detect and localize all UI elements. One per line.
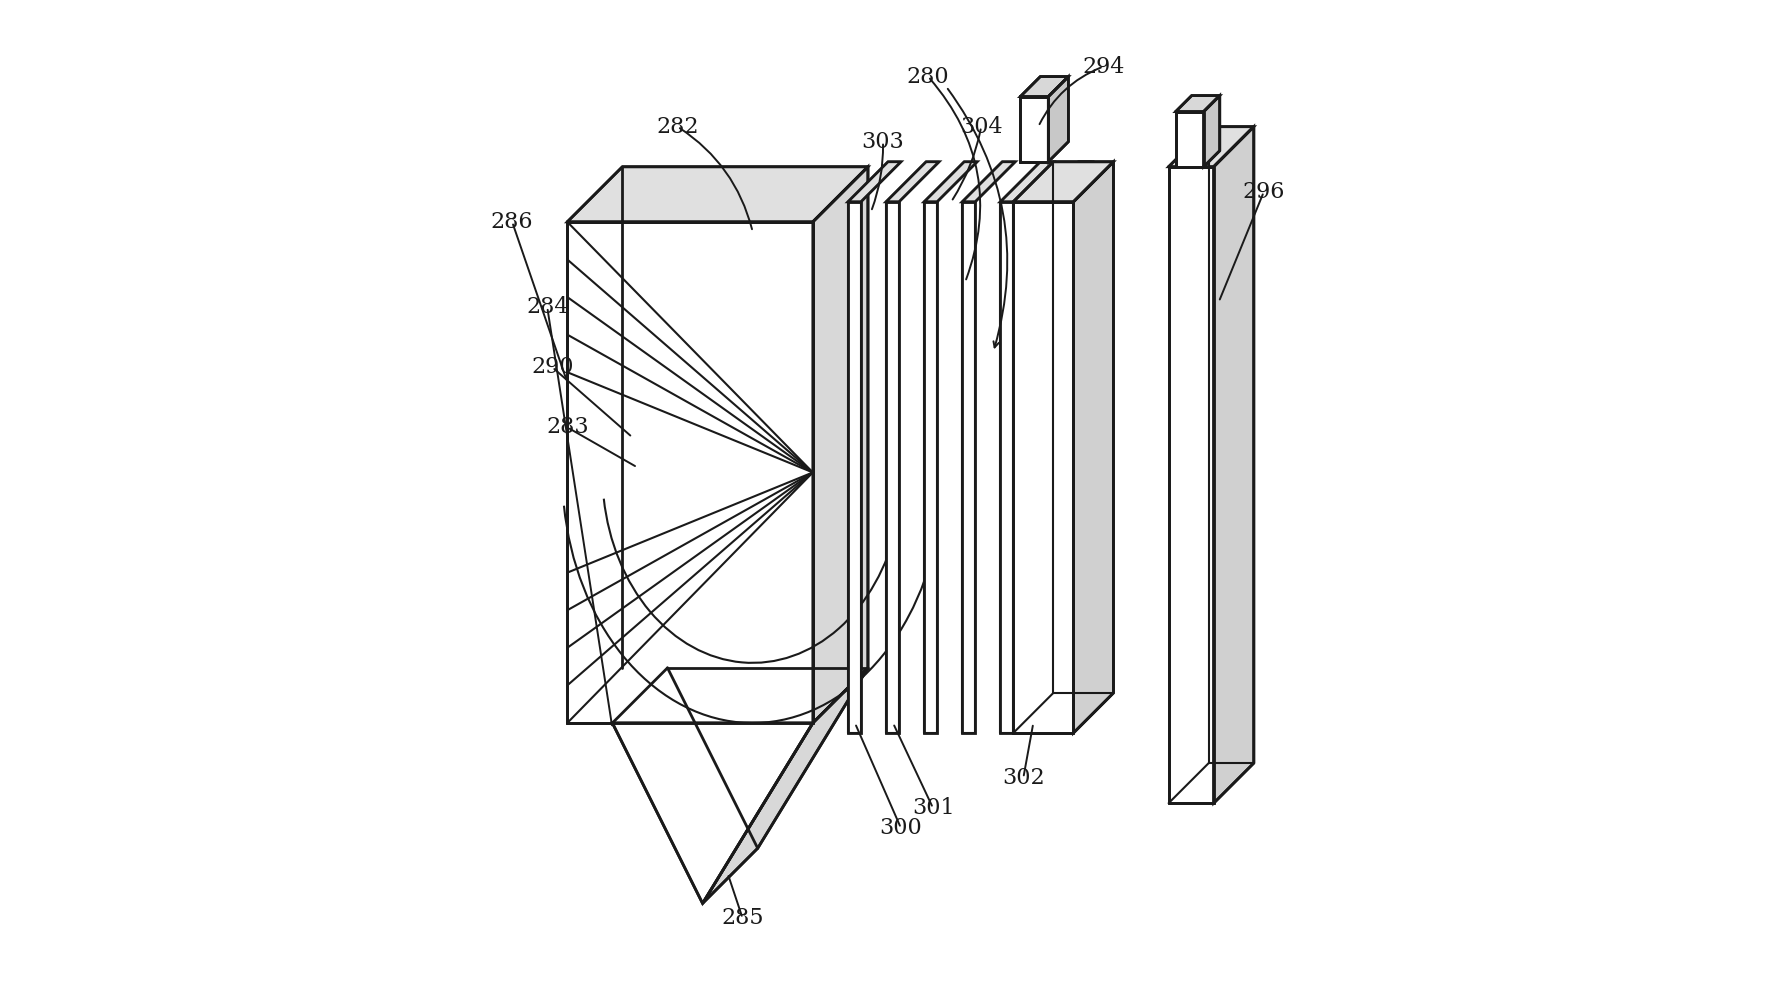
Polygon shape <box>1000 162 1054 202</box>
Polygon shape <box>568 167 868 222</box>
Text: 283: 283 <box>547 416 589 438</box>
Text: 302: 302 <box>1002 767 1045 789</box>
Text: 301: 301 <box>913 797 954 819</box>
Polygon shape <box>1013 162 1113 202</box>
Polygon shape <box>1204 95 1220 167</box>
Polygon shape <box>1073 162 1113 733</box>
Text: 286: 286 <box>491 211 534 233</box>
Polygon shape <box>848 202 861 733</box>
Text: 294: 294 <box>1082 55 1125 77</box>
Polygon shape <box>963 202 975 733</box>
Polygon shape <box>923 162 977 202</box>
Text: 285: 285 <box>722 908 764 930</box>
Text: 280: 280 <box>907 65 950 87</box>
Text: 303: 303 <box>861 131 904 153</box>
Polygon shape <box>1175 112 1204 167</box>
Text: 284: 284 <box>527 296 568 318</box>
Polygon shape <box>1038 162 1091 202</box>
Polygon shape <box>1175 95 1220 112</box>
Polygon shape <box>1214 127 1254 803</box>
Polygon shape <box>1168 167 1214 803</box>
Text: 300: 300 <box>880 817 922 839</box>
Polygon shape <box>568 222 813 723</box>
Polygon shape <box>886 202 898 733</box>
Polygon shape <box>963 162 1014 202</box>
Polygon shape <box>1048 76 1068 162</box>
Text: 304: 304 <box>959 116 1002 138</box>
Polygon shape <box>1168 127 1254 167</box>
Text: 282: 282 <box>655 116 698 138</box>
Polygon shape <box>923 202 938 733</box>
Text: 296: 296 <box>1243 181 1284 203</box>
Polygon shape <box>1020 96 1048 162</box>
Polygon shape <box>1038 202 1052 733</box>
Polygon shape <box>1013 202 1073 733</box>
Polygon shape <box>1020 76 1068 96</box>
Polygon shape <box>813 167 868 723</box>
Polygon shape <box>702 668 868 903</box>
Polygon shape <box>848 162 900 202</box>
Polygon shape <box>613 723 813 903</box>
Polygon shape <box>886 162 939 202</box>
Text: 290: 290 <box>530 356 573 378</box>
Polygon shape <box>1000 202 1013 733</box>
